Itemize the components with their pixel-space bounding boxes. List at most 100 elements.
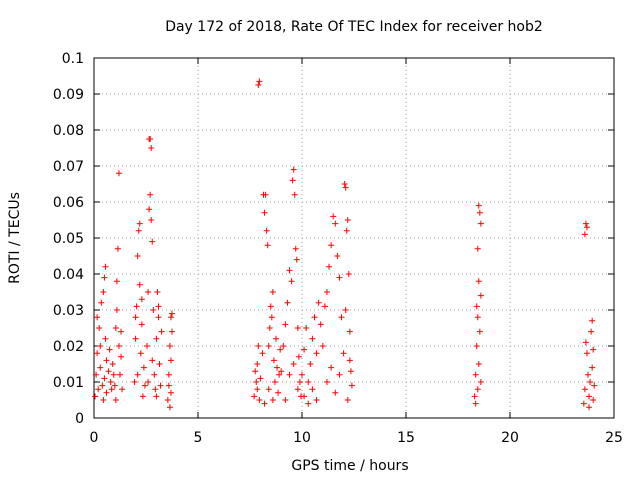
data-point [334, 253, 341, 259]
data-point [588, 328, 595, 335]
data-point [583, 350, 590, 357]
data-point [256, 78, 263, 85]
axis-ticks: 0 0.01 0.02 0.03 0.04 0.05 0.06 0.07 0.08 0.09 0.1… [53, 51, 623, 446]
data-point [275, 389, 282, 396]
data-point [305, 400, 312, 407]
y-tick-label: 0.06 [53, 195, 84, 211]
data-point [164, 397, 171, 403]
data-point [344, 217, 351, 223]
data-point [117, 371, 123, 378]
data-point [135, 227, 142, 234]
data-point [326, 263, 333, 270]
data-point [342, 184, 349, 191]
data-point [259, 350, 266, 357]
data-point [348, 382, 355, 389]
data-point [101, 274, 108, 281]
data-point [98, 299, 105, 306]
data-point [290, 166, 297, 173]
data-point [291, 191, 298, 198]
data-point [145, 289, 152, 295]
data-point [323, 379, 330, 385]
data-point [108, 386, 115, 393]
data-point [115, 170, 122, 177]
data-point [295, 353, 302, 360]
data-point [102, 335, 109, 342]
data-point [100, 289, 107, 295]
data-point [268, 314, 275, 321]
data-point [166, 404, 173, 411]
data-point [255, 343, 262, 349]
data-point [289, 177, 296, 184]
y-tick-label: 0.09 [53, 87, 84, 103]
data-point [169, 310, 175, 317]
data-point [251, 393, 258, 400]
data-point [118, 353, 125, 360]
data-point [473, 303, 480, 310]
data-point [265, 386, 272, 393]
data-point [257, 375, 264, 382]
y-tick-label: 0 [75, 411, 84, 427]
data-point [149, 238, 156, 245]
data-point [166, 343, 173, 349]
data-point [273, 335, 279, 342]
data-point [262, 191, 269, 198]
data-point [591, 382, 598, 389]
data-point [582, 339, 589, 346]
data-point [477, 220, 484, 227]
data-point [305, 379, 312, 385]
data-point [113, 278, 120, 285]
data-point [332, 220, 339, 227]
data-point [580, 400, 587, 407]
data-point [92, 393, 99, 400]
data-point [137, 350, 144, 357]
data-point [265, 343, 272, 349]
y-tick-label: 0.08 [53, 123, 84, 139]
data-point [345, 271, 352, 277]
data-point [253, 379, 260, 385]
data-point [111, 382, 118, 389]
data-points [92, 78, 598, 411]
data-point [113, 307, 120, 313]
data-point [97, 343, 104, 349]
data-point [301, 346, 308, 353]
data-point [290, 361, 297, 367]
x-tick-label: 10 [293, 430, 311, 446]
data-point [589, 317, 596, 324]
data-point [270, 357, 277, 364]
data-point [141, 382, 148, 389]
data-point [346, 357, 353, 364]
y-tick-label: 0.02 [53, 339, 84, 355]
data-point [581, 386, 588, 393]
data-point [586, 393, 593, 400]
data-point [134, 371, 141, 378]
data-point [263, 227, 270, 234]
data-point [476, 209, 483, 216]
x-tick-label: 25 [605, 430, 623, 446]
data-point [313, 350, 320, 357]
data-point [94, 314, 101, 321]
x-axis-label: GPS time / hours [291, 458, 408, 474]
y-axis-label: ROTI / TECUs [7, 192, 23, 284]
data-point [158, 328, 165, 335]
data-point [94, 350, 101, 357]
data-point [147, 136, 154, 142]
data-point [146, 206, 153, 213]
data-point [167, 389, 174, 396]
data-point [280, 343, 287, 349]
data-point [286, 371, 293, 378]
data-point [475, 278, 482, 285]
data-point [340, 350, 347, 357]
y-tick-label: 0.01 [53, 375, 84, 391]
data-point [582, 220, 589, 227]
data-point [284, 299, 291, 306]
data-point [155, 303, 162, 310]
data-point [156, 361, 163, 367]
data-point [590, 397, 597, 403]
y-tick-label: 0.1 [62, 51, 84, 67]
data-point [307, 361, 314, 367]
data-point [140, 364, 147, 371]
data-point [165, 371, 172, 378]
data-point [294, 386, 301, 393]
data-point [105, 368, 112, 375]
